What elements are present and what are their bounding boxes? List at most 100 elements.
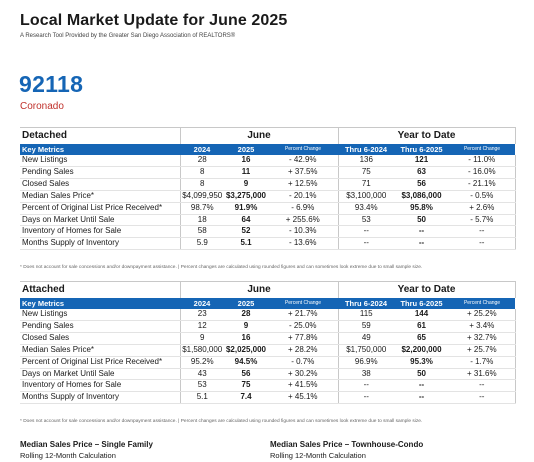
col-percent-change-ytd: Percent Change: [449, 144, 516, 155]
month-2024-value: 43: [179, 368, 224, 381]
footnote-detached: * Does not account for sale concessions …: [20, 265, 423, 270]
month-2025-value: 91.9%: [224, 202, 268, 215]
col-thru-2025: Thru 6-2025: [394, 298, 450, 309]
ytd-percent-change: --: [449, 237, 516, 251]
month-percent-change: + 41.5%: [268, 379, 339, 393]
ytd-percent-change: - 11.0%: [449, 155, 516, 167]
month-2025-value: 5.1: [224, 237, 268, 251]
table-row: New Listings 23 28 + 21.7% 115 144 + 25.2%: [20, 309, 516, 321]
ytd-percent-change: --: [449, 391, 516, 405]
col-thru-2024: Thru 6-2024: [338, 144, 395, 155]
ytd-percent-change: + 25.7%: [449, 344, 516, 357]
page-title: Local Market Update for June 2025: [20, 12, 288, 29]
month-2024-value: 58: [179, 225, 224, 239]
ytd-percent-change: + 2.6%: [449, 202, 516, 215]
metric-label: Months Supply of Inventory: [20, 391, 180, 405]
col-2025: 2025: [224, 298, 268, 309]
table-row: Days on Market Until Sale 43 56 + 30.2% 38 50…: [20, 368, 516, 381]
ytd-2024-value: 38: [338, 368, 395, 381]
detached-table: Detached June Year to Date Key Metrics 2…: [20, 127, 516, 251]
ytd-2024-value: 49: [338, 332, 395, 345]
month-2024-value: 18: [179, 214, 224, 227]
metric-label: Months Supply of Inventory: [20, 237, 180, 251]
metric-label: Closed Sales: [20, 178, 180, 191]
section-title: Detached: [20, 127, 180, 144]
table-row: New Listings 28 16- 42.9% 136 121- 11.0%: [20, 155, 516, 167]
table-row: Months Supply of Inventory 5.9 5.1- 13.6% -…: [20, 237, 516, 251]
attached-table: Attached June Year to Date Key Metrics 2…: [20, 281, 516, 405]
table-row: Inventory of Homes for Sale 58 52- 10.3% --…: [20, 225, 516, 239]
month-percent-change: + 255.6%: [268, 214, 339, 227]
ytd-2024-value: --: [338, 379, 395, 393]
ytd-2024-value: $1,750,000: [338, 344, 395, 357]
month-2024-value: 5.9: [179, 237, 224, 251]
chart-subtitle-single-family: Rolling 12-Month Calculation: [20, 451, 116, 460]
table-row: Percent of Original List Price Received*…: [20, 202, 516, 215]
ytd-2024-value: --: [338, 237, 395, 251]
month-2024-value: 23: [179, 309, 224, 321]
month-percent-change: + 45.1%: [268, 391, 339, 405]
ytd-2024-value: $3,100,000: [338, 190, 395, 203]
month-2025-value: $2,025,000: [224, 344, 268, 357]
metric-label: Median Sales Price*: [20, 344, 180, 357]
group-month: June: [179, 281, 339, 298]
month-percent-change: + 21.7%: [268, 309, 339, 321]
month-percent-change: + 77.8%: [268, 332, 339, 345]
month-percent-change: - 25.0%: [268, 320, 339, 333]
ytd-2025-value: 121: [394, 155, 450, 167]
ytd-2025-value: --: [394, 379, 450, 393]
ytd-2025-value: 61: [394, 320, 450, 333]
col-2025: 2025: [224, 144, 268, 155]
table-row: Inventory of Homes for Sale 53 75 + 41.5% --…: [20, 379, 516, 393]
month-percent-change: + 30.2%: [268, 368, 339, 381]
metric-label: New Listings: [20, 309, 180, 321]
chart-title-single-family: Median Sales Price – Single Family: [20, 440, 153, 449]
ytd-percent-change: - 0.5%: [449, 190, 516, 203]
month-percent-change: + 37.5%: [268, 166, 339, 179]
ytd-percent-change: --: [449, 225, 516, 239]
ytd-percent-change: - 21.1%: [449, 178, 516, 191]
month-percent-change: - 42.9%: [268, 155, 339, 167]
ytd-2025-value: 50: [394, 214, 450, 227]
metric-label: Closed Sales: [20, 332, 180, 345]
metric-label: Median Sales Price*: [20, 190, 180, 203]
ytd-2024-value: 59: [338, 320, 395, 333]
metric-label: Inventory of Homes for Sale: [20, 379, 180, 393]
ytd-2024-value: 96.9%: [338, 356, 395, 369]
ytd-2024-value: 53: [338, 214, 395, 227]
table-row: Pending Sales 12 9- 25.0% 59 61 + 3.4%: [20, 320, 516, 333]
footnote-attached: * Does not account for sale concessions …: [20, 419, 423, 424]
month-2024-value: 53: [179, 379, 224, 393]
month-2024-value: 9: [179, 332, 224, 345]
ytd-2025-value: $3,086,000: [394, 190, 450, 203]
area-name: Coronado: [20, 101, 64, 112]
table-row: Months Supply of Inventory 5.1 7.4 + 45.1% -…: [20, 391, 516, 405]
month-2025-value: 16: [224, 332, 268, 345]
month-2025-value: 16: [224, 155, 268, 167]
month-percent-change: - 13.6%: [268, 237, 339, 251]
ytd-2025-value: 65: [394, 332, 450, 345]
metric-label: Pending Sales: [20, 166, 180, 179]
month-percent-change: - 0.7%: [268, 356, 339, 369]
metric-label: New Listings: [20, 155, 180, 167]
section-title: Attached: [20, 281, 180, 298]
table-row: Days on Market Until Sale 18 64 + 255.6% 53 5…: [20, 214, 516, 227]
ytd-2025-value: --: [394, 391, 450, 405]
month-2024-value: 12: [179, 320, 224, 333]
metric-label: Percent of Original List Price Received*: [20, 356, 180, 369]
month-2025-value: 94.5%: [224, 356, 268, 369]
month-2024-value: 8: [179, 166, 224, 179]
chart-subtitle-townhouse-condo: Rolling 12-Month Calculation: [270, 451, 366, 460]
ytd-2024-value: 115: [338, 309, 395, 321]
ytd-2025-value: 95.3%: [394, 356, 450, 369]
ytd-percent-change: - 1.7%: [449, 356, 516, 369]
ytd-2025-value: 56: [394, 178, 450, 191]
month-2025-value: 52: [224, 225, 268, 239]
ytd-2024-value: --: [338, 225, 395, 239]
ytd-2025-value: --: [394, 225, 450, 239]
group-ytd: Year to Date: [337, 127, 516, 144]
table-row: Closed Sales 8 9 + 12.5% 71 56- 21.1%: [20, 178, 516, 191]
ytd-2024-value: --: [338, 391, 395, 405]
ytd-percent-change: + 32.7%: [449, 332, 516, 345]
table-row: Pending Sales 8 11 + 37.5% 75 63- 16.0%: [20, 166, 516, 179]
